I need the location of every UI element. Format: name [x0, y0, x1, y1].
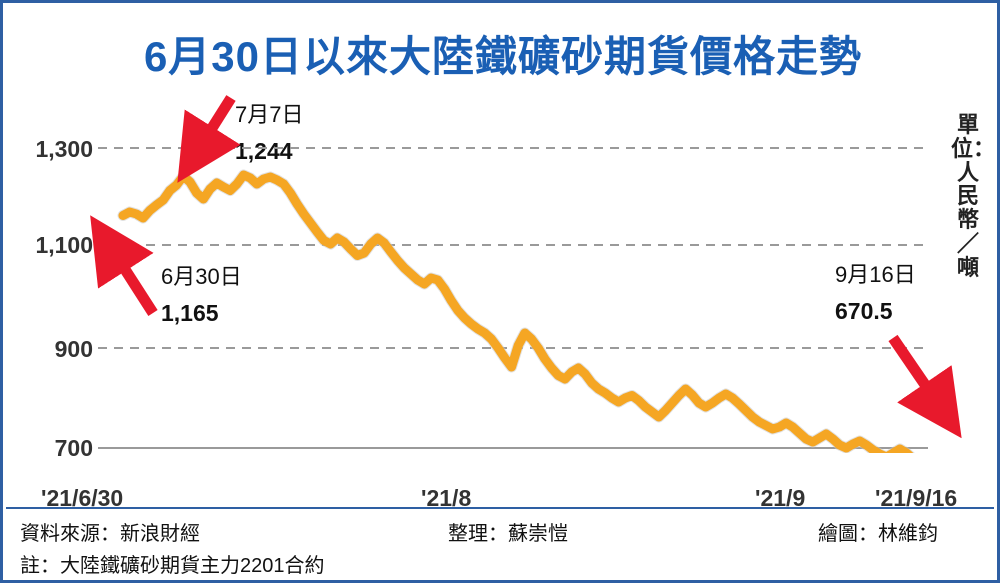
footer-note: 註：大陸鐵礦砂期貨主力2201合約	[20, 555, 325, 577]
x-tick-end: '21/9/16	[875, 485, 958, 511]
y-tick-900: 900	[54, 336, 93, 362]
price-line-series	[117, 169, 915, 453]
annotation-peak-value-text: 1,244	[235, 138, 293, 164]
footer-source: 資料來源：新浪財經	[20, 523, 200, 545]
gridlines	[98, 147, 928, 449]
y-tick-1300: 1,300	[35, 136, 93, 162]
annotation-end-value-text: 670.5	[835, 298, 893, 324]
annotation-peak-date: 7月7日	[235, 102, 304, 127]
page-title: 6月30日以來大陸鐵礦砂期貨價格走勢	[143, 33, 863, 80]
annotation-start-value: 1,165	[161, 299, 219, 328]
unit-label: 單位：人民幣／噸	[951, 112, 996, 280]
footer-artist: 繪圖：林維鈞	[818, 523, 938, 545]
footer-editor: 整理：蘇崇愷	[448, 523, 568, 545]
x-tick-aug: '21/8	[421, 485, 472, 511]
chart-plot-area	[98, 108, 928, 453]
annotation-start-value-text: 1,165	[161, 300, 219, 326]
annotation-start-date: 6月30日	[161, 264, 242, 289]
annotation-peak-value: 1,244	[235, 137, 293, 166]
x-tick-sep: '21/9	[755, 485, 806, 511]
annotation-end-date: 9月16日	[835, 262, 916, 287]
price-line-chart	[98, 147, 928, 453]
y-tick-1100: 1,100	[35, 232, 93, 258]
x-tick-start: '21/6/30	[41, 485, 124, 511]
annotation-end-value: 670.5	[835, 297, 893, 326]
footer: 資料來源：新浪財經 整理：蘇崇愷 繪圖：林維鈞 註：大陸鐵礦砂期貨主力2201合…	[6, 507, 994, 577]
y-tick-700: 700	[54, 435, 93, 461]
